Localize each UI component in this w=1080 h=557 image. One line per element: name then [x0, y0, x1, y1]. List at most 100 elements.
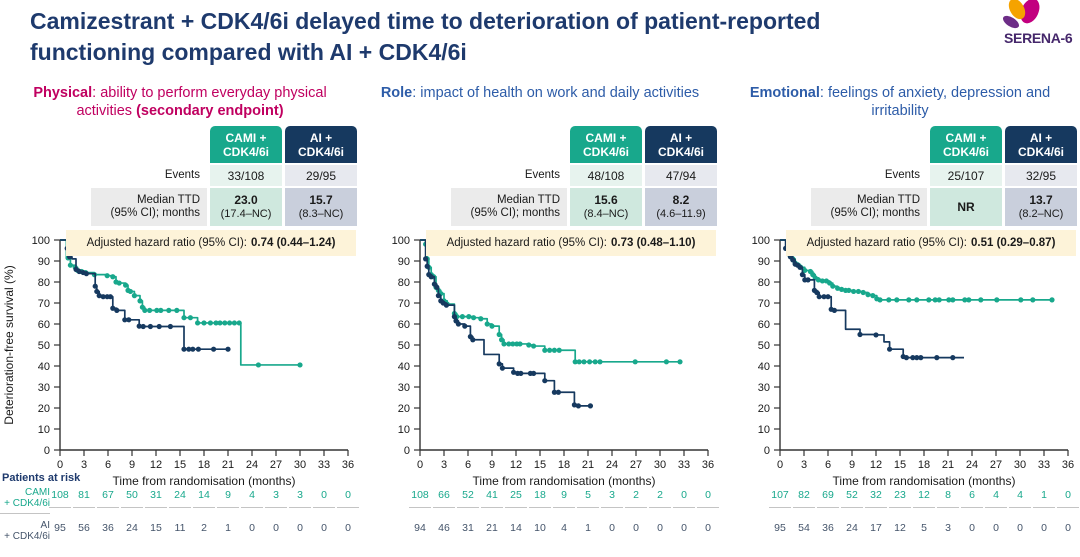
median-cami: 23.0 (17.4–NC) — [210, 188, 282, 226]
svg-text:0: 0 — [777, 459, 783, 471]
svg-text:100: 100 — [32, 235, 50, 247]
risk-count: 0 — [273, 522, 279, 534]
risk-count: 0 — [673, 489, 695, 508]
logo-text: SERENA-6 — [1004, 30, 1073, 46]
col-header-cami: CAMI + CDK4/6i — [570, 126, 642, 163]
svg-text:30: 30 — [38, 382, 50, 394]
svg-text:21: 21 — [222, 459, 234, 471]
svg-text:90: 90 — [398, 256, 410, 268]
risk-count: 31 — [145, 489, 167, 508]
risk-count: 3 — [945, 522, 951, 534]
risk-count: 0 — [321, 522, 327, 534]
risk-count: 46 — [438, 522, 450, 534]
svg-text:90: 90 — [38, 256, 50, 268]
risk-count: 4 — [241, 489, 263, 508]
risk-row-ai: 95 54 36 24 17 12 5 3 0 0 0 0 0 — [720, 522, 1080, 535]
row-label-median-ttd: Median TTD (95% CI); months — [91, 188, 207, 226]
risk-count: 2 — [201, 522, 207, 534]
risk-count: 36 — [822, 522, 834, 534]
svg-text:0: 0 — [404, 445, 410, 457]
risk-count: 0 — [297, 522, 303, 534]
risk-count: 36 — [102, 522, 114, 534]
hazard-ratio-banner: Adjusted hazard ratio (95% CI): 0.51 (0.2… — [786, 230, 1076, 256]
svg-text:50: 50 — [758, 340, 770, 352]
risk-row-ai: 94 46 31 21 14 10 4 1 0 0 0 0 0 — [360, 522, 720, 535]
risk-count: 94 — [414, 522, 426, 534]
stats-table: CAMI + CDK4/6i AI + CDK4/6i Events 25/10… — [811, 126, 1077, 226]
svg-text:40: 40 — [758, 361, 770, 373]
svg-text:0: 0 — [764, 445, 770, 457]
svg-text:30: 30 — [1014, 459, 1026, 471]
median-ai: 15.7 (8.3–NC) — [285, 188, 357, 226]
svg-text:Deterioration-free survival (%: Deterioration-free survival (%) — [2, 265, 16, 424]
header-spacer — [811, 126, 927, 163]
risk-row-cami: 108 81 67 50 31 24 14 9 4 3 3 0 0 — [0, 489, 360, 508]
x-axis-title: Time from randomisation (months) — [832, 474, 1016, 488]
risk-count: 108 — [49, 489, 71, 508]
risk-count: 0 — [657, 522, 663, 534]
events-ai: 32/95 — [1005, 165, 1077, 186]
risk-count: 21 — [486, 522, 498, 534]
risk-count: 66 — [433, 489, 455, 508]
col-header-cami: CAMI + CDK4/6i — [210, 126, 282, 163]
risk-row-cami: 108 66 52 41 25 18 9 5 3 2 2 0 0 — [360, 489, 720, 508]
risk-count: 0 — [681, 522, 687, 534]
risk-count: 15 — [150, 522, 162, 534]
risk-count: 69 — [817, 489, 839, 508]
panel-emotional: Emotional: feelings of anxiety, depressi… — [720, 84, 1080, 557]
svg-text:50: 50 — [38, 340, 50, 352]
svg-text:0: 0 — [57, 459, 63, 471]
events-ai: 47/94 — [645, 165, 717, 186]
svg-text:9: 9 — [489, 459, 495, 471]
risk-count: 0 — [633, 522, 639, 534]
risk-count: 82 — [793, 489, 815, 508]
hazard-ratio-banner: Adjusted hazard ratio (95% CI): 0.73 (0.4… — [426, 230, 716, 256]
risk-count: 0 — [1017, 522, 1023, 534]
events-cami: 25/107 — [930, 165, 1002, 186]
svg-text:80: 80 — [398, 277, 410, 289]
risk-count: 54 — [798, 522, 810, 534]
risk-count: 52 — [841, 489, 863, 508]
svg-text:90: 90 — [758, 256, 770, 268]
risk-label-ai: AI + CDK4/6i — [4, 520, 50, 542]
risk-count: 67 — [97, 489, 119, 508]
risk-count: 0 — [993, 522, 999, 534]
median-cami: 15.6 (8.4–NC) — [570, 188, 642, 226]
risk-row-ai: 95 56 36 24 15 11 2 1 0 0 0 0 0 — [0, 522, 360, 535]
svg-text:0: 0 — [44, 445, 50, 457]
svg-text:27: 27 — [270, 459, 282, 471]
col-header-cami: CAMI + CDK4/6i — [930, 126, 1002, 163]
header-spacer — [451, 126, 567, 163]
median-ai: 13.7 (8.2–NC) — [1005, 188, 1077, 226]
row-label-median-ttd: Median TTD (95% CI); months — [811, 188, 927, 226]
col-header-ai: AI + CDK4/6i — [645, 126, 717, 163]
risk-count: 2 — [649, 489, 671, 508]
svg-text:10: 10 — [758, 424, 770, 436]
risk-count: 11 — [174, 522, 186, 534]
risk-count: 0 — [249, 522, 255, 534]
svg-text:24: 24 — [246, 459, 258, 471]
risk-count: 31 — [462, 522, 474, 534]
svg-text:15: 15 — [894, 459, 906, 471]
svg-text:80: 80 — [38, 277, 50, 289]
svg-text:3: 3 — [801, 459, 807, 471]
svg-text:15: 15 — [534, 459, 546, 471]
col-header-ai: AI + CDK4/6i — [285, 126, 357, 163]
svg-text:6: 6 — [465, 459, 471, 471]
row-label-events: Events — [524, 169, 560, 181]
svg-text:27: 27 — [630, 459, 642, 471]
subtitle-rest: : ability to perform everyday physical a… — [76, 85, 327, 119]
stats-table: CAMI + CDK4/6i AI + CDK4/6i Events 33/10… — [91, 126, 357, 226]
row-label-events: Events — [164, 169, 200, 181]
svg-text:40: 40 — [398, 361, 410, 373]
svg-text:33: 33 — [678, 459, 690, 471]
svg-text:70: 70 — [398, 298, 410, 310]
risk-count: 0 — [697, 489, 719, 508]
risk-count: 95 — [774, 522, 786, 534]
risk-label-cami: CAMI + CDK4/6i — [0, 487, 50, 514]
risk-count: 24 — [126, 522, 138, 534]
x-axis-title: Time from randomisation (months) — [112, 474, 296, 488]
risk-count: 14 — [510, 522, 522, 534]
